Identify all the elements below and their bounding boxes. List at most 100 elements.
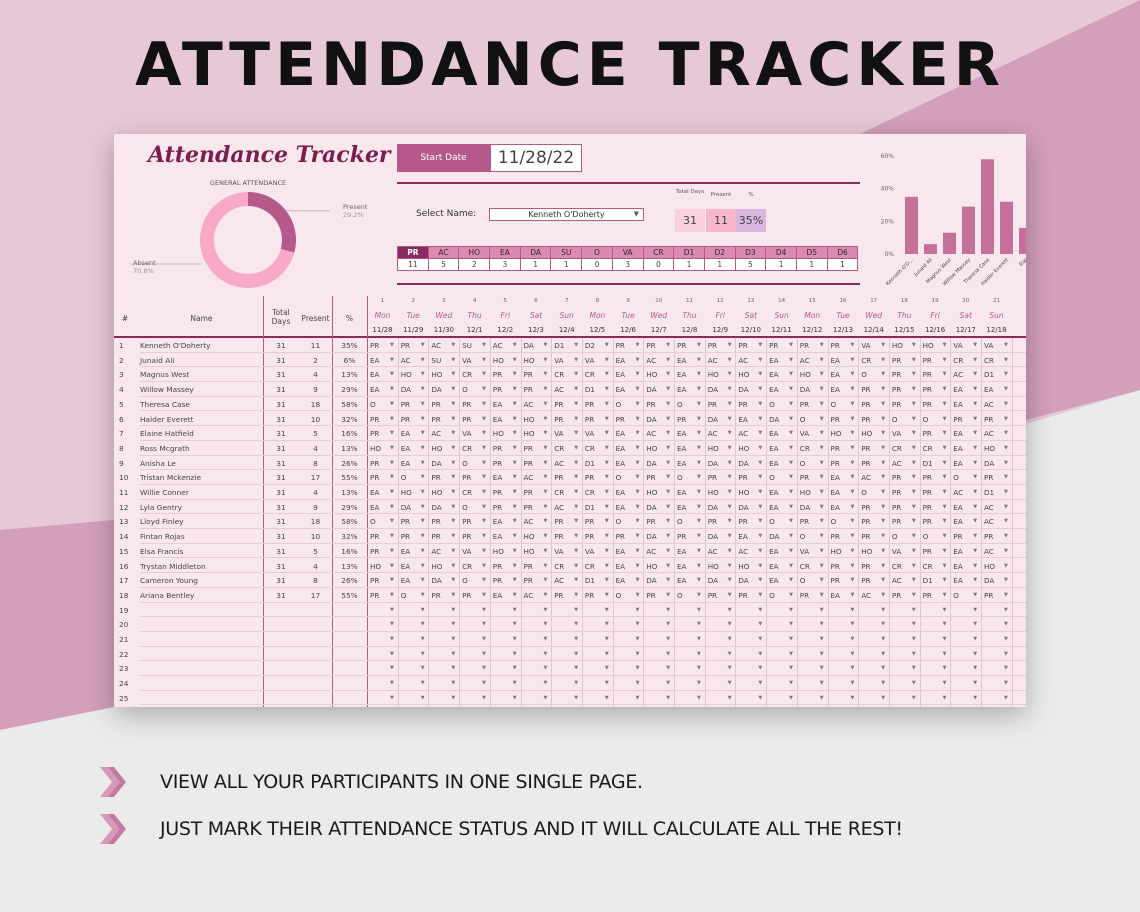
- chevron-down-icon[interactable]: ▼: [973, 636, 978, 642]
- chevron-down-icon[interactable]: ▼: [451, 547, 456, 554]
- chevron-down-icon[interactable]: ▼: [390, 533, 394, 540]
- chevron-down-icon[interactable]: ▼: [543, 547, 548, 554]
- chevron-down-icon[interactable]: ▼: [635, 680, 640, 687]
- chevron-down-icon[interactable]: ▼: [911, 547, 916, 554]
- chevron-down-icon[interactable]: ▼: [911, 342, 916, 348]
- chevron-down-icon[interactable]: ▼: [390, 489, 394, 495]
- chevron-down-icon[interactable]: ▼: [574, 474, 579, 481]
- chevron-down-icon[interactable]: ▼: [789, 518, 793, 525]
- chevron-down-icon[interactable]: ▼: [973, 518, 978, 525]
- chevron-down-icon[interactable]: ▼: [850, 562, 855, 569]
- chevron-down-icon[interactable]: ▼: [819, 371, 824, 378]
- chevron-down-icon[interactable]: ▼: [512, 636, 517, 642]
- chevron-down-icon[interactable]: ▼: [512, 665, 517, 672]
- chevron-down-icon[interactable]: ▼: [512, 356, 517, 363]
- chevron-down-icon[interactable]: ▼: [911, 400, 916, 407]
- chevron-down-icon[interactable]: ▼: [604, 577, 609, 584]
- chevron-down-icon[interactable]: ▼: [973, 591, 978, 598]
- chevron-down-icon[interactable]: ▼: [697, 415, 701, 422]
- chevron-down-icon[interactable]: ▼: [390, 680, 394, 687]
- chevron-down-icon[interactable]: ▼: [666, 415, 671, 422]
- chevron-down-icon[interactable]: ▼: [697, 591, 701, 598]
- chevron-down-icon[interactable]: ▼: [604, 694, 609, 701]
- chevron-down-icon[interactable]: ▼: [727, 533, 732, 540]
- chevron-down-icon[interactable]: ▼: [543, 459, 548, 466]
- chevron-down-icon[interactable]: ▼: [604, 430, 609, 437]
- chevron-down-icon[interactable]: ▼: [1004, 342, 1008, 348]
- chevron-down-icon[interactable]: ▼: [942, 386, 947, 393]
- chevron-down-icon[interactable]: ▼: [697, 356, 701, 363]
- chevron-down-icon[interactable]: ▼: [697, 386, 701, 393]
- chevron-down-icon[interactable]: ▼: [604, 636, 609, 642]
- chevron-down-icon[interactable]: ▼: [512, 680, 517, 687]
- chevron-down-icon[interactable]: ▼: [604, 533, 609, 540]
- chevron-down-icon[interactable]: ▼: [604, 356, 609, 363]
- chevron-down-icon[interactable]: ▼: [482, 444, 486, 451]
- chevron-down-icon[interactable]: ▼: [850, 606, 855, 613]
- chevron-down-icon[interactable]: ▼: [543, 489, 548, 495]
- chevron-down-icon[interactable]: ▼: [850, 591, 855, 598]
- chevron-down-icon[interactable]: ▼: [1004, 621, 1008, 628]
- chevron-down-icon[interactable]: ▼: [574, 533, 579, 540]
- chevron-down-icon[interactable]: ▼: [881, 533, 886, 540]
- chevron-down-icon[interactable]: ▼: [789, 621, 793, 628]
- chevron-down-icon[interactable]: ▼: [604, 621, 609, 628]
- chevron-down-icon[interactable]: ▼: [911, 518, 916, 525]
- chevron-down-icon[interactable]: ▼: [942, 430, 947, 437]
- chevron-down-icon[interactable]: ▼: [942, 400, 947, 407]
- chevron-down-icon[interactable]: ▼: [604, 650, 609, 657]
- chevron-down-icon[interactable]: ▼: [697, 400, 701, 407]
- chevron-down-icon[interactable]: ▼: [635, 503, 640, 510]
- chevron-down-icon[interactable]: ▼: [1004, 503, 1008, 510]
- chevron-down-icon[interactable]: ▼: [543, 518, 548, 525]
- chevron-down-icon[interactable]: ▼: [390, 444, 394, 451]
- chevron-down-icon[interactable]: ▼: [604, 562, 609, 569]
- chevron-down-icon[interactable]: ▼: [482, 591, 486, 598]
- chevron-down-icon[interactable]: ▼: [420, 636, 425, 642]
- chevron-down-icon[interactable]: ▼: [727, 591, 732, 598]
- chevron-down-icon[interactable]: ▼: [789, 606, 793, 613]
- chevron-down-icon[interactable]: ▼: [451, 430, 456, 437]
- chevron-down-icon[interactable]: ▼: [942, 665, 947, 672]
- chevron-down-icon[interactable]: ▼: [942, 533, 947, 540]
- chevron-down-icon[interactable]: ▼: [758, 444, 763, 451]
- chevron-down-icon[interactable]: ▼: [973, 474, 978, 481]
- chevron-down-icon[interactable]: ▼: [973, 342, 978, 348]
- chevron-down-icon[interactable]: ▼: [1004, 459, 1008, 466]
- chevron-down-icon[interactable]: ▼: [697, 503, 701, 510]
- chevron-down-icon[interactable]: ▼: [789, 356, 793, 363]
- chevron-down-icon[interactable]: ▼: [543, 621, 548, 628]
- chevron-down-icon[interactable]: ▼: [758, 650, 763, 657]
- chevron-down-icon[interactable]: ▼: [1004, 636, 1008, 642]
- chevron-down-icon[interactable]: ▼: [482, 650, 486, 657]
- chevron-down-icon[interactable]: ▼: [420, 518, 425, 525]
- chevron-down-icon[interactable]: ▼: [942, 415, 947, 422]
- chevron-down-icon[interactable]: ▼: [911, 621, 916, 628]
- chevron-down-icon[interactable]: ▼: [850, 577, 855, 584]
- chevron-down-icon[interactable]: ▼: [727, 415, 732, 422]
- chevron-down-icon[interactable]: ▼: [451, 444, 456, 451]
- chevron-down-icon[interactable]: ▼: [451, 371, 456, 378]
- chevron-down-icon[interactable]: ▼: [543, 415, 548, 422]
- chevron-down-icon[interactable]: ▼: [881, 650, 886, 657]
- chevron-down-icon[interactable]: ▼: [850, 356, 855, 363]
- chevron-down-icon[interactable]: ▼: [482, 533, 486, 540]
- chevron-down-icon[interactable]: ▼: [451, 503, 456, 510]
- chevron-down-icon[interactable]: ▼: [451, 562, 456, 569]
- chevron-down-icon[interactable]: ▼: [635, 474, 640, 481]
- chevron-down-icon[interactable]: ▼: [758, 400, 763, 407]
- chevron-down-icon[interactable]: ▼: [789, 562, 793, 569]
- chevron-down-icon[interactable]: ▼: [850, 694, 855, 701]
- chevron-down-icon[interactable]: ▼: [697, 444, 701, 451]
- chevron-down-icon[interactable]: ▼: [819, 444, 824, 451]
- chevron-down-icon[interactable]: ▼: [697, 547, 701, 554]
- chevron-down-icon[interactable]: ▼: [758, 518, 763, 525]
- chevron-down-icon[interactable]: ▼: [604, 680, 609, 687]
- chevron-down-icon[interactable]: ▼: [666, 342, 671, 348]
- chevron-down-icon[interactable]: ▼: [942, 650, 947, 657]
- chevron-down-icon[interactable]: ▼: [1004, 650, 1008, 657]
- chevron-down-icon[interactable]: ▼: [942, 562, 947, 569]
- chevron-down-icon[interactable]: ▼: [512, 459, 517, 466]
- chevron-down-icon[interactable]: ▼: [819, 356, 824, 363]
- chevron-down-icon[interactable]: ▼: [482, 415, 486, 422]
